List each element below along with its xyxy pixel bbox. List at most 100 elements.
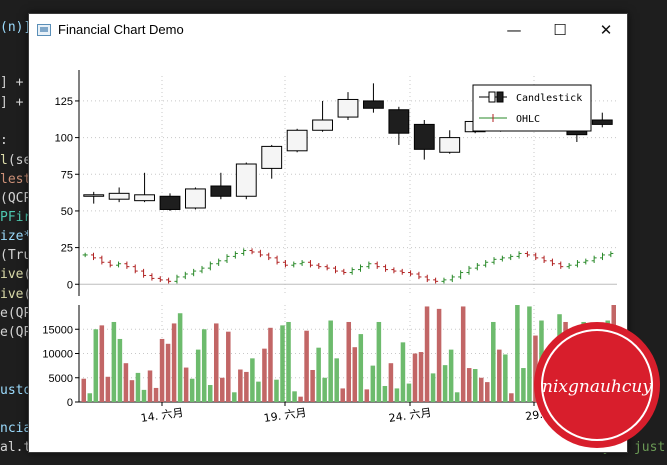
ohlc-bar (282, 260, 288, 268)
candlestick (388, 106, 410, 145)
code-token: ncia (0, 421, 32, 436)
volume-bar (99, 325, 105, 402)
volume-bar (213, 323, 219, 402)
volume-bar (165, 343, 171, 402)
ohlc-bar (241, 248, 247, 256)
candlestick (108, 187, 130, 203)
code-token: (se (7, 153, 32, 168)
price-y-tick-label: 125 (55, 96, 73, 108)
candlestick (159, 193, 181, 211)
volume-bar (256, 381, 261, 402)
volume-bar (436, 308, 442, 402)
ohlc-bar (358, 264, 364, 272)
code-line: PFir (0, 210, 31, 225)
ohlc-bar (232, 251, 238, 259)
title-bar[interactable]: Financial Chart Demo — ☐ ✕ (29, 14, 627, 46)
volume-y-tick-label: 5000 (49, 373, 73, 385)
volume-bar (171, 323, 177, 402)
volume-bar (466, 368, 472, 402)
code-line: usto (0, 383, 31, 398)
close-button[interactable]: ✕ (583, 14, 629, 46)
volume-bar (189, 378, 195, 402)
candle-body (413, 123, 435, 150)
ohlc-bar (182, 271, 188, 280)
maximize-button[interactable]: ☐ (537, 14, 583, 46)
volume-bar (250, 358, 255, 402)
ohlc-bar (99, 255, 105, 265)
ohlc-bar (433, 277, 439, 284)
candle-body (286, 129, 308, 152)
volume-bar (430, 373, 436, 402)
volume-bar (87, 393, 93, 402)
code-line: (QCP (0, 191, 31, 206)
price-y-tick-label: 100 (55, 133, 73, 145)
volume-bar (334, 358, 339, 402)
ohlc-bar (574, 260, 580, 268)
volume-bar (220, 377, 225, 402)
volume-y-tick-label: 15000 (42, 324, 73, 336)
code-line: e(QP (0, 306, 31, 321)
volume-bar (153, 387, 159, 402)
ohlc-bar (157, 276, 163, 283)
volume-bar (340, 388, 345, 402)
legend-item: OHLC (479, 114, 540, 125)
ohlc-bar (483, 260, 489, 268)
code-token: (n)] (0, 20, 32, 35)
ohlc-bar (266, 252, 272, 261)
volume-bar (226, 331, 231, 402)
code-token: (QCP (0, 191, 32, 206)
ohlc-bar (558, 261, 564, 269)
code-token: ( (23, 267, 31, 282)
volume-bar (262, 348, 267, 402)
volume-bar (141, 389, 147, 402)
code-token: ize* (0, 229, 32, 244)
price-y-tick-label: 0 (67, 279, 73, 291)
volume-bar (123, 363, 129, 402)
volume-bar (316, 347, 321, 402)
ohlc-bar (349, 267, 355, 275)
minimize-button[interactable]: — (491, 14, 537, 46)
candle-body (83, 194, 105, 197)
legend-candle-icon-down (496, 91, 504, 103)
volume-bar (298, 396, 303, 402)
code-token: usto (0, 383, 32, 398)
volume-bar (515, 305, 520, 402)
code-line: (n)] (0, 20, 31, 35)
volume-bar (491, 321, 496, 402)
volume-bar (388, 363, 394, 402)
code-line: e(QP (0, 325, 31, 340)
ohlc-bar (107, 260, 113, 268)
volume-bar (195, 349, 201, 402)
ohlc-bar (291, 261, 297, 268)
volume-bar (412, 353, 418, 402)
volume-bar (159, 338, 165, 402)
financial-chart[interactable]: 0 25 50 75 100 125 0 5000 10000 15000 14. 六月 19. 六月… (31, 56, 619, 452)
ohlc-bar (174, 274, 180, 284)
volume-bar (472, 369, 478, 402)
code-token: ] + (0, 75, 24, 90)
code-line: l(se (0, 153, 31, 168)
code-token: ] + (0, 95, 24, 110)
candle-body (261, 145, 283, 169)
volume-bar (129, 380, 135, 402)
volume-bar (280, 325, 285, 402)
code-line: ] + (0, 75, 23, 90)
candle-body (388, 109, 410, 134)
minimize-icon: — (506, 21, 522, 39)
ohlc-bar (91, 252, 97, 261)
volume-bar (521, 368, 526, 402)
legend-candle-icon-up (488, 91, 496, 103)
ohlc-bar (608, 251, 614, 258)
candlestick (235, 162, 257, 200)
volume-bar (292, 391, 297, 402)
watermark-text: nixgnauhcuy (542, 377, 652, 397)
close-icon: ✕ (599, 21, 613, 39)
code-token: e(QP (0, 325, 32, 340)
ohlc-bar (408, 270, 414, 277)
volume-bar (400, 342, 406, 402)
volume-bar (460, 306, 466, 402)
candlestick (134, 172, 155, 203)
code-line: (Tru (0, 248, 31, 263)
price-y-tick-label: 75 (61, 169, 73, 181)
candlestick (337, 92, 359, 120)
